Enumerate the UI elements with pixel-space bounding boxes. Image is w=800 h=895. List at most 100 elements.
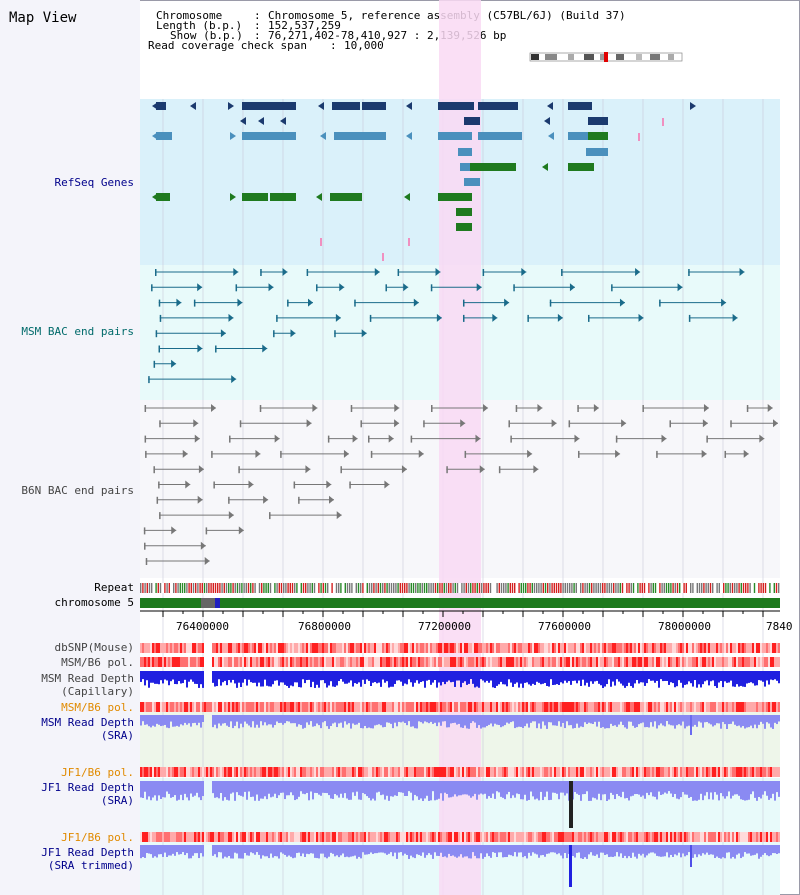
msm-capillary-depth: [532, 671, 534, 684]
msm-depth-capillary-label[interactable]: MSM Read Depth (Capillary): [41, 672, 134, 698]
msm-b6-polymorphism-2: [628, 702, 630, 712]
b6n-bac-pair-end: [577, 405, 579, 412]
jf1-b6-pol-track-label[interactable]: JF1/B6 pol.: [61, 766, 134, 779]
jf1-b6-polymorphism: [234, 767, 236, 777]
jf1-b6-polymorphism-2: [264, 832, 266, 842]
jf1-b6-polymorphism-2: [412, 832, 414, 842]
jf1-b6-polymorphism-2: [224, 832, 226, 842]
msm-b6-polymorphism-2: [182, 702, 184, 712]
jf1-b6-polymorphism: [302, 767, 304, 777]
repeat-element: [140, 583, 142, 593]
msm-sra-depth: [246, 715, 248, 724]
b6n-bac-pair-end: [293, 481, 296, 489]
msm-b6-polymorphism-2: [720, 702, 722, 712]
msm-depth-sra-label[interactable]: MSM Read Depth (SRA): [41, 716, 134, 742]
b6n-bac-track-label[interactable]: B6N BAC end pairs: [21, 484, 134, 497]
msm-capillary-depth: [264, 671, 266, 680]
jf1-b6-polymorphism: [492, 767, 494, 777]
msm-sra-depth: [146, 715, 148, 725]
jf1-trimmed-depth: [362, 845, 364, 853]
b6n-bac-pair-end: [702, 419, 708, 428]
msm-b6-polymorphism-2: [234, 702, 236, 712]
repeat-element: [408, 583, 410, 593]
msm-sra-depth: [318, 715, 320, 726]
msm-capillary-depth: [572, 671, 574, 681]
msm-b6-pol2-track-label[interactable]: MSM/B6 pol.: [61, 701, 134, 714]
jf1-b6-polymorphism-2: [238, 832, 240, 842]
msm-capillary-depth: [608, 671, 610, 680]
refseq-track-label[interactable]: RefSeq Genes: [54, 176, 134, 189]
jf1-b6-polymorphism: [402, 767, 404, 777]
dbsnp-density: [364, 643, 366, 653]
msm-b6-polymorphism: [606, 657, 608, 667]
msm-bac-track-label[interactable]: MSM BAC end pairs: [21, 325, 134, 338]
jf1-sra-depth: [556, 781, 558, 794]
jf1-trimmed-depth: [366, 845, 368, 855]
jf1-b6-polymorphism: [612, 767, 614, 777]
msm-b6-polymorphism: [490, 657, 492, 667]
jf1-b6-polymorphism: [456, 767, 458, 777]
msm-b6-pol-track-label[interactable]: MSM/B6 pol.: [61, 656, 134, 669]
msm-bac-pair-end: [436, 313, 442, 322]
jf1-trimmed-depth: [624, 845, 626, 856]
jf1-depth-trimmed-label[interactable]: JF1 Read Depth (SRA trimmed): [41, 846, 134, 872]
jf1-sra-depth: [762, 781, 764, 795]
msm-sra-depth: [164, 715, 166, 725]
jf1-b6-polymorphism: [450, 767, 452, 777]
jf1-b6-polymorphism-2: [388, 832, 390, 842]
msm-sra-depth: [168, 715, 170, 729]
msm-b6-polymorphism: [424, 657, 426, 667]
jf1-trimmed-depth: [646, 845, 648, 856]
jf1-b6-polymorphism-2: [588, 832, 590, 842]
repeat-element: [760, 583, 762, 593]
msm-sra-depth: [678, 715, 680, 725]
jf1-b6-polymorphism-2: [316, 832, 318, 842]
msm-b6-polymorphism: [608, 657, 610, 667]
dbsnp-density: [600, 643, 602, 653]
jf1-trimmed-depth: [768, 845, 770, 857]
jf1-trimmed-depth: [532, 845, 534, 853]
jf1-b6-pol2-track-label[interactable]: JF1/B6 pol.: [61, 831, 134, 844]
dbsnp-density: [588, 643, 590, 653]
jf1-sra-depth: [322, 781, 324, 793]
msm-b6-polymorphism: [328, 657, 330, 667]
msm-capillary-depth: [526, 671, 528, 683]
jf1-b6-polymorphism: [588, 767, 590, 777]
dbsnp-density: [266, 643, 268, 653]
jf1-sra-depth: [432, 781, 434, 792]
dbsnp-density: [306, 643, 308, 653]
jf1-b6-polymorphism: [296, 767, 298, 777]
jf1-sra-depth: [448, 781, 450, 798]
jf1-b6-polymorphism: [464, 767, 466, 777]
jf1-b6-polymorphism: [586, 767, 588, 777]
msm-capillary-depth: [236, 671, 238, 688]
msm-bac-pair-end: [635, 268, 641, 276]
repeat-element: [179, 583, 181, 593]
jf1-depth-sra-label[interactable]: JF1 Read Depth (SRA): [41, 781, 134, 807]
msm-b6-polymorphism-2: [526, 702, 528, 712]
msm-sra-depth: [530, 715, 532, 723]
jf1-trimmed-depth: [740, 845, 742, 859]
msm-b6-polymorphism-2: [762, 702, 764, 712]
dbsnp-density: [224, 643, 226, 653]
msm-sra-depth: [392, 715, 394, 729]
msm-b6-polymorphism-2: [358, 702, 360, 712]
msm-b6-polymorphism-2: [698, 702, 700, 712]
gene-arrow: [547, 102, 553, 110]
repeat-element: [250, 583, 252, 593]
msm-sra-depth: [748, 715, 750, 728]
repeat-element: [269, 583, 272, 593]
msm-capillary-depth: [604, 671, 606, 687]
jf1-trimmed-depth: [396, 845, 398, 859]
msm-sra-depth: [408, 715, 410, 722]
jf1-b6-polymorphism-2: [440, 832, 442, 842]
msm-bac-pair-end: [413, 298, 419, 307]
dbsnp-track-label[interactable]: dbSNP(Mouse): [54, 641, 134, 654]
msm-b6-polymorphism: [678, 657, 680, 667]
msm-b6-polymorphism-2: [710, 702, 712, 712]
jf1-trimmed-depth: [704, 845, 706, 855]
msm-sra-depth: [388, 715, 390, 723]
repeat-element: [544, 583, 547, 593]
repeat-element: [725, 583, 727, 593]
